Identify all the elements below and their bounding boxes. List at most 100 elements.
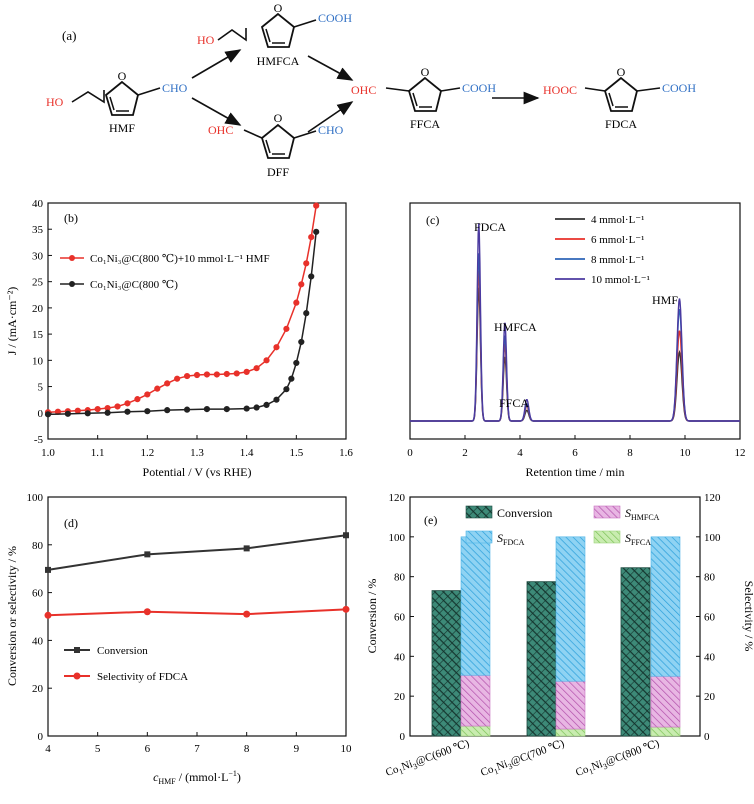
panel-c: (c) 0 2 4 6 8 10 12 FDCA HMFCA FFCA HMF 4 mmol·L⁻… xyxy=(407,202,746,479)
panel-e-selectivity-bar xyxy=(650,675,681,728)
panel-b-data-point xyxy=(134,396,141,403)
panel-d-y-axis-label: Conversion or selectivity / % xyxy=(5,546,19,686)
molecule-ffca: O OHC COOH FFCA xyxy=(351,65,496,131)
panel-b-data-point xyxy=(283,386,290,393)
ffca-name: FFCA xyxy=(410,117,440,131)
ring-oxygen-ffca: O xyxy=(421,65,430,79)
panel-d-y-ticks: 0 20 40 60 80 100 xyxy=(27,492,52,743)
panel-e-conversion-bar xyxy=(620,567,651,737)
panel-e-y2-tick-label: 20 xyxy=(704,691,716,703)
panel-b-frame xyxy=(47,202,347,440)
panel-d-y-tick-label: 80 xyxy=(32,540,44,552)
dff-left-group: OHC xyxy=(208,123,233,137)
panel-c-peak-label: HMFCA xyxy=(494,320,537,334)
panel-d-legend-marker xyxy=(73,672,81,680)
arrow-hmfca-to-ffca xyxy=(307,55,354,81)
panel-d-x-ticks: 4 5 6 7 8 9 10 xyxy=(45,732,352,755)
panel-e-y2-axis-label: Selectivity / % xyxy=(742,581,754,652)
panel-d-x-tick-label: 6 xyxy=(145,743,151,755)
panel-b-data-point xyxy=(193,371,201,379)
panel-c-legend-label: 6 mmol·L⁻¹ xyxy=(591,234,644,246)
panel-e-y2-tick-label: 120 xyxy=(704,492,721,504)
arrow-hmf-to-dff xyxy=(191,97,242,126)
fdca-right-group: COOH xyxy=(662,81,696,95)
panel-e-y2-tick-label: 0 xyxy=(704,731,710,743)
panel-b-data-point xyxy=(164,380,171,387)
panel-c-legend: 4 mmol·L⁻¹ 6 mmol·L⁻¹ 8 mmol·L⁻¹ 10 mmol·L⁻… xyxy=(555,214,650,286)
molecule-dff: O OHC CHO DFF xyxy=(208,111,344,179)
panel-d-series-line xyxy=(47,608,347,617)
panel-b-x-tick-label: 1.0 xyxy=(41,447,55,459)
panel-b-data-point xyxy=(308,233,315,241)
panel-e-selectivity-bar xyxy=(555,536,586,682)
panel-e-y2-tick-label: 60 xyxy=(704,612,716,624)
panel-c-peak-label: FDCA xyxy=(474,220,506,234)
panel-d-x-tick-label: 10 xyxy=(341,743,353,755)
ring-oxygen-dff: O xyxy=(274,111,283,125)
panel-e-selectivity-bar xyxy=(650,536,681,677)
panel-d-y-tick-label: 20 xyxy=(32,683,44,695)
panel-b-y-tick-label: 15 xyxy=(32,329,44,341)
panel-e-y-axis-label: Conversion / % xyxy=(365,579,379,654)
ring-oxygen-hmf: O xyxy=(118,69,127,83)
panel-b-series-line xyxy=(47,205,317,414)
panel-e-legend-label: SHMFCA xyxy=(625,506,660,522)
panel-d-legend: Conversion Selectivity of FDCA xyxy=(64,645,188,683)
panel-b-legend: Co₁Ni₃@C(800 ℃)+10 mmol·L⁻¹ HMF Co₁Ni₃@C(… xyxy=(60,253,270,291)
panel-d-legend-label: Selectivity of FDCA xyxy=(97,671,188,683)
panel-e-selectivity-bar xyxy=(555,680,586,730)
panel-c-x-tick-label: 2 xyxy=(462,447,468,459)
panel-e-selectivity-bar xyxy=(650,726,681,737)
panel-e-selectivity-bar xyxy=(460,725,491,737)
panel-b-data-point xyxy=(273,396,280,403)
panel-b-data-point xyxy=(273,344,280,351)
panel-b-data-point xyxy=(114,403,121,410)
ffca-left-group: OHC xyxy=(351,83,376,97)
arrow-dff-to-ffca xyxy=(307,101,354,133)
panel-b-y-axis-label: J / (mA·cm⁻²) xyxy=(5,287,19,356)
panel-b-data-point xyxy=(74,407,81,414)
panel-b-data-point xyxy=(288,375,295,382)
panel-b-data-point xyxy=(253,404,260,411)
panel-b-y-tick-label: 30 xyxy=(32,250,44,262)
panel-b-data-point xyxy=(213,371,220,378)
panel-e-category-label: Co1Ni3@C(800 ℃) xyxy=(574,737,662,780)
panel-b-data-point xyxy=(293,359,300,367)
panel-d: (d) 0 20 40 60 80 100 4 5 6 7 8 9 10 Conversion Sele… xyxy=(5,492,352,786)
panel-c-x-tick-label: 6 xyxy=(572,447,578,459)
ffca-right-group: COOH xyxy=(462,81,496,95)
panel-b-x-axis-label: Potential / V (vs RHE) xyxy=(143,465,252,479)
panel-d-y-tick-label: 100 xyxy=(27,492,44,504)
panel-d-data-point xyxy=(343,532,349,539)
molecule-hmf: O HO CHO HMF xyxy=(46,69,188,135)
panel-b-data-point xyxy=(44,411,52,418)
panel-e-y-tick-label: 60 xyxy=(394,612,406,624)
panel-d-legend-marker xyxy=(74,647,80,653)
panel-e-legend-swatch xyxy=(465,505,493,519)
panel-b-x-tick-label: 1.6 xyxy=(339,447,353,459)
panel-e: (e) 0 0 20 20 40 40 60 60 80 80 100 100 120 120 Conve… xyxy=(365,492,754,780)
panel-e-conversion-bar xyxy=(431,590,462,737)
panel-b-x-tick-label: 1.3 xyxy=(190,447,204,459)
panel-d-data-point xyxy=(243,610,251,618)
panel-c-x-tick-label: 0 xyxy=(407,447,413,459)
panel-b-data-point xyxy=(293,299,300,306)
panel-b-data-point xyxy=(313,228,320,235)
panel-b-y-tick-label: 25 xyxy=(32,277,44,289)
panel-c-x-ticks: 0 2 4 6 8 10 12 xyxy=(407,435,746,459)
panel-b-y-tick-label: 20 xyxy=(32,303,44,315)
panel-e-bars xyxy=(431,536,681,737)
panel-c-chromatogram-line xyxy=(410,270,740,422)
panel-b-y-tick-label: 0 xyxy=(38,408,44,420)
panel-e-y2-tick-label: 100 xyxy=(704,532,721,544)
panel-d-x-tick-label: 7 xyxy=(194,743,200,755)
panel-e-legend-swatch xyxy=(465,530,493,544)
panel-b-data-point xyxy=(203,371,211,378)
panel-e-category-labels: Co1Ni3@C(600 ℃)Co1Ni3@C(700 ℃)Co1Ni3@C(8… xyxy=(384,737,662,780)
panel-b-data-point xyxy=(233,370,240,377)
panel-e-selectivity-bar xyxy=(460,674,491,727)
panel-e-conversion-bar xyxy=(526,581,557,737)
panel-b-data-point xyxy=(223,406,230,413)
